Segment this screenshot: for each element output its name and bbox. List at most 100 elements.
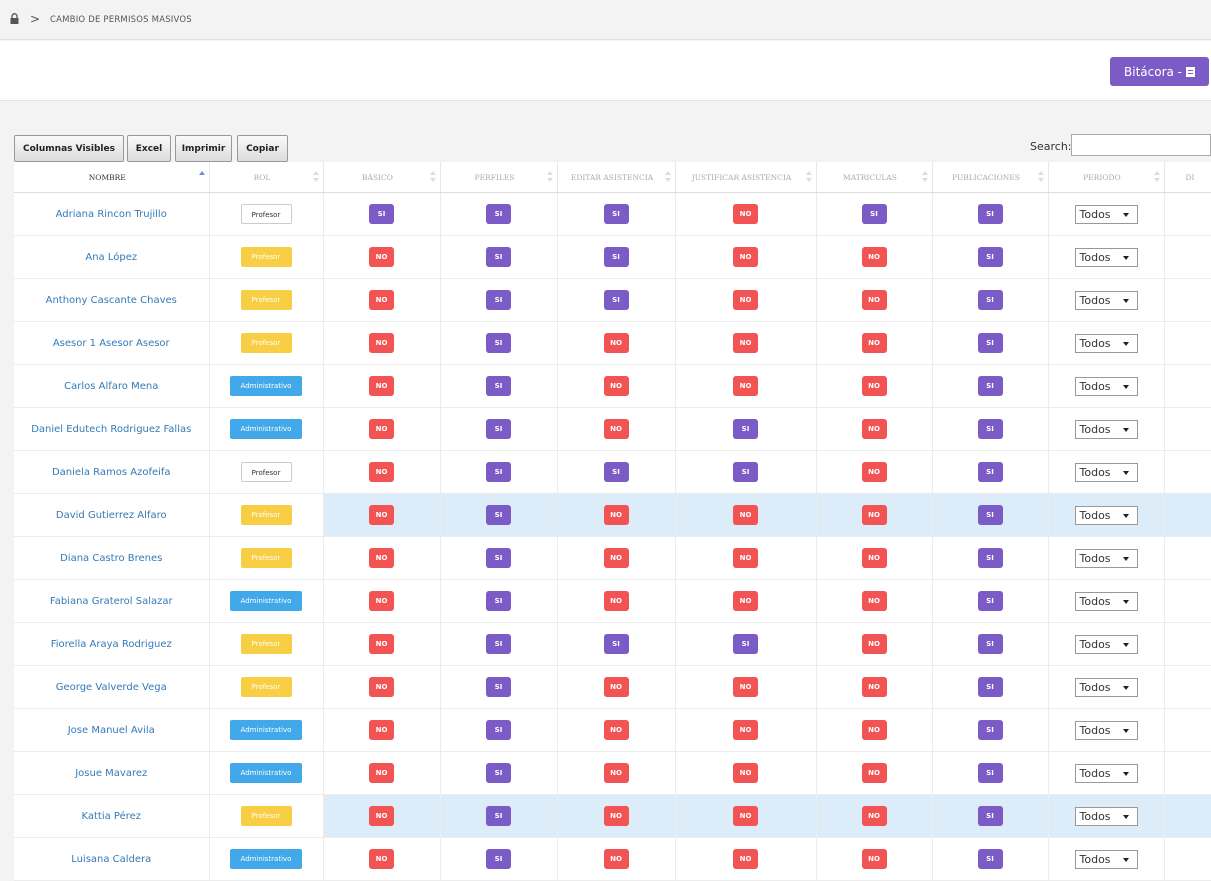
user-name-link[interactable]: David Gutierrez Alfaro [14, 493, 210, 537]
permission-toggle[interactable]: SI [977, 591, 1003, 611]
permission-toggle[interactable]: NO [861, 290, 887, 310]
permission-toggle[interactable]: SI [603, 634, 629, 654]
permission-toggle[interactable]: SI [977, 806, 1003, 826]
permission-toggle[interactable]: NO [603, 419, 629, 439]
permission-toggle[interactable]: SI [977, 720, 1003, 740]
permission-toggle[interactable]: SI [486, 677, 511, 697]
permission-toggle[interactable]: SI [977, 204, 1003, 224]
permission-toggle[interactable]: NO [369, 634, 394, 654]
permission-toggle[interactable]: NO [603, 333, 629, 353]
permission-toggle[interactable]: NO [369, 290, 394, 310]
permission-toggle[interactable]: NO [369, 505, 394, 525]
permission-toggle[interactable]: NO [733, 591, 758, 611]
column-header-6[interactable]: MATRICULAS [816, 162, 933, 193]
user-name-link[interactable]: Diana Castro Brenes [14, 536, 210, 580]
user-name-link[interactable]: Daniela Ramos Azofeifa [14, 450, 210, 494]
permission-toggle[interactable]: NO [733, 849, 758, 869]
permission-toggle[interactable]: SI [486, 462, 511, 482]
permission-toggle[interactable]: NO [861, 505, 887, 525]
columnas-visibles-button[interactable]: Columnas Visibles [14, 135, 124, 162]
permission-toggle[interactable]: NO [733, 204, 758, 224]
permission-toggle[interactable]: NO [369, 591, 394, 611]
permission-toggle[interactable]: SI [977, 290, 1003, 310]
permission-toggle[interactable]: NO [733, 290, 758, 310]
permission-toggle[interactable]: NO [369, 849, 394, 869]
permission-toggle[interactable]: SI [486, 204, 511, 224]
permission-toggle[interactable]: NO [733, 677, 758, 697]
permission-toggle[interactable]: SI [733, 419, 758, 439]
permission-toggle[interactable]: SI [977, 505, 1003, 525]
permission-toggle[interactable]: SI [486, 290, 511, 310]
permission-toggle[interactable]: NO [733, 806, 758, 826]
user-name-link[interactable]: Daniel Edutech Rodriguez Fallas [14, 407, 210, 451]
user-name-link[interactable]: Fabiana Graterol Salazar [14, 579, 210, 623]
permission-toggle[interactable]: SI [977, 677, 1003, 697]
column-header-5[interactable]: JUSTIFICAR ASISTENCIA [675, 162, 817, 193]
column-header-1[interactable]: ROL [209, 162, 324, 193]
periodo-select[interactable]: Todos [1074, 634, 1138, 654]
permission-toggle[interactable]: SI [486, 591, 511, 611]
periodo-select[interactable]: Todos [1074, 806, 1138, 826]
permission-toggle[interactable]: NO [733, 333, 758, 353]
periodo-select[interactable]: Todos [1074, 591, 1138, 611]
permission-toggle[interactable]: NO [733, 376, 758, 396]
excel-button[interactable]: Excel [127, 135, 171, 162]
permission-toggle[interactable]: NO [603, 591, 629, 611]
permission-toggle[interactable]: SI [733, 634, 758, 654]
permission-toggle[interactable]: SI [486, 849, 511, 869]
column-header-7[interactable]: PUBLICACIONES [932, 162, 1049, 193]
permission-toggle[interactable]: NO [733, 505, 758, 525]
column-header-9[interactable]: DI [1164, 162, 1211, 193]
permission-toggle[interactable]: NO [603, 505, 629, 525]
permission-toggle[interactable]: SI [977, 849, 1003, 869]
permission-toggle[interactable]: SI [486, 806, 511, 826]
permission-toggle[interactable]: SI [977, 419, 1003, 439]
permission-toggle[interactable]: NO [603, 849, 629, 869]
permission-toggle[interactable]: SI [486, 247, 511, 267]
user-name-link[interactable]: Luisana Caldera [14, 837, 210, 881]
permission-toggle[interactable]: NO [861, 462, 887, 482]
column-header-4[interactable]: EDITAR ASISTENCIA [557, 162, 676, 193]
periodo-select[interactable]: Todos [1074, 462, 1138, 482]
periodo-select[interactable]: Todos [1074, 290, 1138, 310]
permission-toggle[interactable]: NO [861, 376, 887, 396]
permission-toggle[interactable]: SI [603, 290, 629, 310]
permission-toggle[interactable]: SI [861, 204, 887, 224]
permission-toggle[interactable]: NO [369, 806, 394, 826]
user-name-link[interactable]: Carlos Alfaro Mena [14, 364, 210, 408]
user-name-link[interactable]: Jose Manuel Avila [14, 708, 210, 752]
periodo-select[interactable]: Todos [1074, 376, 1138, 396]
periodo-select[interactable]: Todos [1074, 419, 1138, 439]
user-name-link[interactable]: Asesor 1 Asesor Asesor [14, 321, 210, 365]
permission-toggle[interactable]: NO [369, 720, 394, 740]
permission-toggle[interactable]: SI [486, 634, 511, 654]
periodo-select[interactable]: Todos [1074, 548, 1138, 568]
permission-toggle[interactable]: NO [861, 548, 887, 568]
column-header-0[interactable]: NOMBRE [14, 162, 210, 193]
permission-toggle[interactable]: SI [486, 548, 511, 568]
permission-toggle[interactable]: NO [603, 806, 629, 826]
imprimir-button[interactable]: Imprimir [175, 135, 232, 162]
permission-toggle[interactable]: SI [977, 462, 1003, 482]
periodo-select[interactable]: Todos [1074, 505, 1138, 525]
permission-toggle[interactable]: NO [861, 677, 887, 697]
user-name-link[interactable]: Josue Mavarez [14, 751, 210, 795]
permission-toggle[interactable]: SI [977, 548, 1003, 568]
permission-toggle[interactable]: SI [733, 462, 758, 482]
periodo-select[interactable]: Todos [1074, 677, 1138, 697]
permission-toggle[interactable]: NO [369, 333, 394, 353]
permission-toggle[interactable]: NO [861, 247, 887, 267]
permission-toggle[interactable]: SI [486, 333, 511, 353]
permission-toggle[interactable]: NO [861, 634, 887, 654]
permission-toggle[interactable]: SI [977, 376, 1003, 396]
permission-toggle[interactable]: NO [733, 548, 758, 568]
permission-toggle[interactable]: SI [977, 634, 1003, 654]
permission-toggle[interactable]: NO [603, 677, 629, 697]
permission-toggle[interactable]: NO [733, 763, 758, 783]
permission-toggle[interactable]: NO [861, 763, 887, 783]
bitacora-button[interactable]: Bitácora - [1110, 57, 1209, 86]
permission-toggle[interactable]: SI [603, 204, 629, 224]
permission-toggle[interactable]: NO [603, 376, 629, 396]
permission-toggle[interactable]: SI [486, 419, 511, 439]
permission-toggle[interactable]: NO [369, 677, 394, 697]
